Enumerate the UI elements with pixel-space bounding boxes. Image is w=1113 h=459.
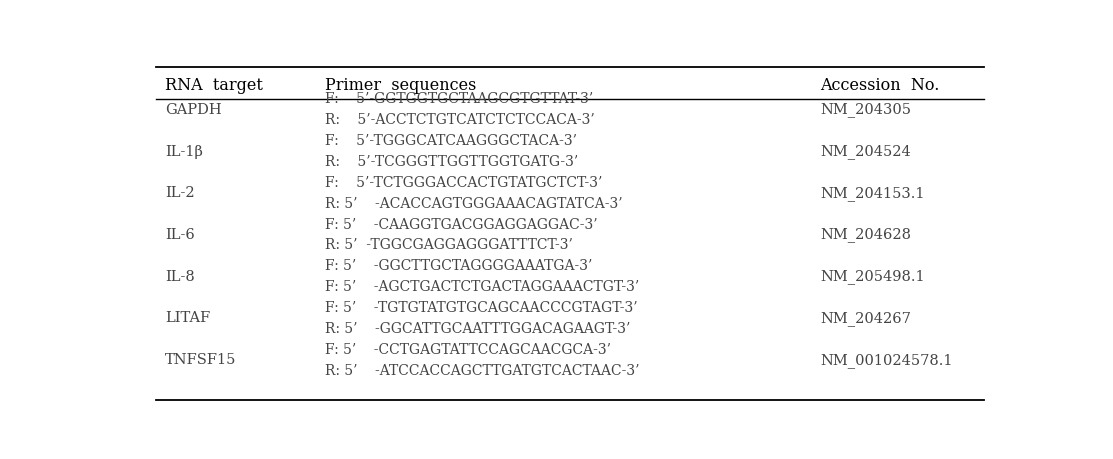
Text: F:    5’-TGGGCATCAAGGGCTACA-3’: F: 5’-TGGGCATCAAGGGCTACA-3’ bbox=[325, 134, 577, 148]
Text: NM_204524: NM_204524 bbox=[820, 144, 912, 159]
Text: Accession  No.: Accession No. bbox=[820, 77, 940, 94]
Text: R: 5’    -GGCATTGCAATTTGGACAGAAGT-3’: R: 5’ -GGCATTGCAATTTGGACAGAAGT-3’ bbox=[325, 322, 630, 336]
Text: F: 5’    -CCTGAGTATTCCAGCAACGCA-3’: F: 5’ -CCTGAGTATTCCAGCAACGCA-3’ bbox=[325, 343, 611, 357]
Text: TNFSF15: TNFSF15 bbox=[165, 353, 236, 367]
Text: NM_204153.1: NM_204153.1 bbox=[820, 186, 925, 201]
Text: R: 5’    -ATCCACCAGCTTGATGTCACTAAC-3’: R: 5’ -ATCCACCAGCTTGATGTCACTAAC-3’ bbox=[325, 364, 639, 377]
Text: IL-2: IL-2 bbox=[165, 186, 195, 200]
Text: F: 5’    -GGCTTGCTAGGGGAAATGA-3’: F: 5’ -GGCTTGCTAGGGGAAATGA-3’ bbox=[325, 259, 592, 273]
Text: Primer  sequences: Primer sequences bbox=[325, 77, 476, 94]
Text: F: 5’    -TGTGTATGTGCAGCAACCCGTAGT-3’: F: 5’ -TGTGTATGTGCAGCAACCCGTAGT-3’ bbox=[325, 301, 638, 315]
Text: GAPDH: GAPDH bbox=[165, 103, 221, 117]
Text: F:    5’-TCTGGGACCACTGTATGCTCT-3’: F: 5’-TCTGGGACCACTGTATGCTCT-3’ bbox=[325, 176, 602, 190]
Text: IL-8: IL-8 bbox=[165, 270, 195, 284]
Text: RNA  target: RNA target bbox=[165, 77, 263, 94]
Text: NM_204267: NM_204267 bbox=[820, 311, 912, 326]
Text: F: 5’    -AGCTGACTCTGACTAGGAAACTGT-3’: F: 5’ -AGCTGACTCTGACTAGGAAACTGT-3’ bbox=[325, 280, 639, 294]
Text: IL-1β: IL-1β bbox=[165, 145, 203, 158]
Text: LITAF: LITAF bbox=[165, 311, 210, 325]
Text: F:    5’-GGTGGTGCTAAGCGTGTTAT-3’: F: 5’-GGTGGTGCTAAGCGTGTTAT-3’ bbox=[325, 92, 593, 106]
Text: F: 5’    -CAAGGTGACGGAGGAGGAC-3’: F: 5’ -CAAGGTGACGGAGGAGGAC-3’ bbox=[325, 218, 598, 231]
Text: NM_001024578.1: NM_001024578.1 bbox=[820, 353, 953, 368]
Text: IL-6: IL-6 bbox=[165, 228, 195, 242]
Text: R: 5’    -ACACCAGTGGGAAACAGTATCA-3’: R: 5’ -ACACCAGTGGGAAACAGTATCA-3’ bbox=[325, 197, 622, 211]
Text: NM_204305: NM_204305 bbox=[820, 102, 912, 118]
Text: NM_204628: NM_204628 bbox=[820, 228, 912, 242]
Text: R: 5’  -TGGCGAGGAGGGATTTCT-3’: R: 5’ -TGGCGAGGAGGGATTTCT-3’ bbox=[325, 238, 572, 252]
Text: R:    5’-TCGGGTTGGTTGGTGATG-3’: R: 5’-TCGGGTTGGTTGGTGATG-3’ bbox=[325, 155, 578, 169]
Text: NM_205498.1: NM_205498.1 bbox=[820, 269, 925, 284]
Text: R:    5’-ACCTCTGTCATCTCTCCACA-3’: R: 5’-ACCTCTGTCATCTCTCCACA-3’ bbox=[325, 113, 594, 127]
